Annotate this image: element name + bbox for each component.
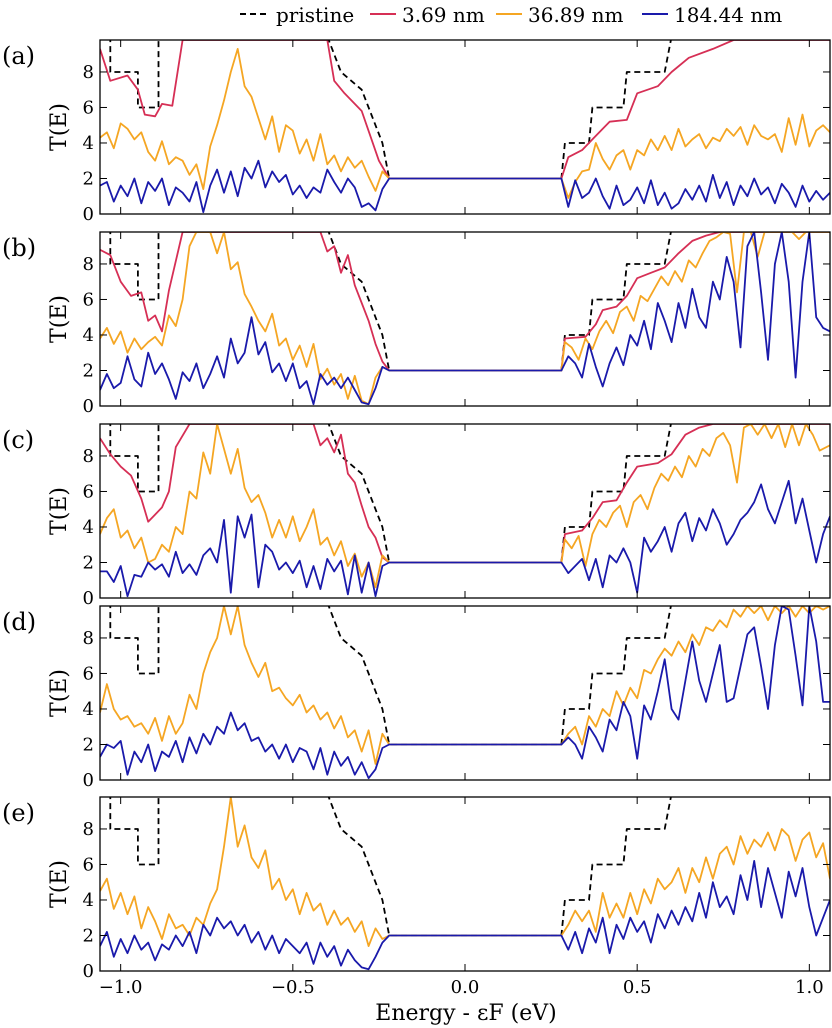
panel-label: (b) xyxy=(2,234,36,262)
x-tick-label: −1.0 xyxy=(99,977,143,998)
series-line-pristine xyxy=(109,606,672,746)
y-tick-label: 8 xyxy=(83,819,94,840)
x-tick-label: 0.0 xyxy=(451,977,480,998)
y-tick-label: 2 xyxy=(83,360,94,381)
y-tick-label: 2 xyxy=(83,925,94,946)
panel-4: 0 2 4 6 8 −1.0 −0.5 0.0 0.5 1.0 (e) T(E) xyxy=(2,796,831,998)
legend: pristine 3.69 nm 36.89 nm 184.44 nm xyxy=(240,3,782,27)
y-tick-label: 0 xyxy=(83,396,94,417)
y-tick-label: 0 xyxy=(83,770,94,791)
y-tick-label: 0 xyxy=(83,588,94,609)
series-line-184-44-nm xyxy=(100,159,830,214)
series-group xyxy=(100,232,830,406)
series-group xyxy=(100,606,830,780)
y-tick-label: 6 xyxy=(83,854,94,875)
panel-label: (c) xyxy=(2,426,34,454)
series-line-36-89-nm xyxy=(100,606,830,765)
series-line-3-69-nm xyxy=(100,424,830,564)
series-line-184-44-nm xyxy=(100,479,830,598)
series-group xyxy=(100,424,830,598)
panel-frame xyxy=(99,605,831,781)
y-tick-label: 2 xyxy=(83,168,94,189)
legend-label-36-89nm: 36.89 nm xyxy=(528,3,623,27)
series-line-36-89-nm xyxy=(100,232,830,406)
series-line-36-89-nm xyxy=(100,48,830,199)
y-tick-label: 0 xyxy=(83,204,94,225)
series-line-184-44-nm xyxy=(100,232,830,406)
series-line-36-89-nm xyxy=(100,797,830,947)
panel-frame xyxy=(99,231,831,407)
series-group xyxy=(100,797,830,971)
panel-label: (d) xyxy=(2,608,36,636)
y-tick-label: 4 xyxy=(83,133,94,154)
panel-3: 0 2 4 6 8 (d) T(E) xyxy=(2,605,831,791)
panel-2: 0 2 4 6 8 (c) T(E) xyxy=(2,423,831,609)
y-tick-label: 8 xyxy=(83,254,94,275)
series-line-3-69-nm xyxy=(100,40,830,180)
y-tick-label: 6 xyxy=(83,97,94,118)
x-tick-label: −0.5 xyxy=(271,977,315,998)
x-axis-label: Energy - εF (eV) xyxy=(375,1001,556,1026)
series-line-184-44-nm xyxy=(100,606,830,780)
y-tick-label: 4 xyxy=(83,325,94,346)
x-tick-label: 1.0 xyxy=(795,977,824,998)
y-tick-label: 4 xyxy=(83,890,94,911)
panel-frame xyxy=(99,796,831,972)
y-tick-label: 6 xyxy=(83,663,94,684)
series-line-pristine xyxy=(109,797,672,937)
y-tick-label: 6 xyxy=(83,289,94,310)
y-tick-label: 4 xyxy=(83,699,94,720)
series-line-pristine xyxy=(109,424,672,564)
y-tick-label: 2 xyxy=(83,734,94,755)
y-axis-label: T(E) xyxy=(47,103,72,151)
panels: 0 2 4 6 8 (a) T(E) 0 2 4 6 8 (b) T(E) 0 2 4 6 8 (c) T(E) 0 2 4 6… xyxy=(2,39,831,998)
y-axis-label: T(E) xyxy=(47,487,72,535)
panel-frame xyxy=(99,423,831,599)
y-tick-label: 8 xyxy=(83,628,94,649)
series-line-3-69-nm xyxy=(100,232,830,372)
panel-label: (e) xyxy=(2,799,35,827)
panel-1: 0 2 4 6 8 (b) T(E) xyxy=(2,231,831,417)
y-tick-label: 2 xyxy=(83,552,94,573)
series-line-36-89-nm xyxy=(100,424,830,589)
y-axis-label: T(E) xyxy=(47,860,72,908)
y-tick-label: 6 xyxy=(83,481,94,502)
series-line-pristine xyxy=(109,40,672,180)
y-axis-label: T(E) xyxy=(47,295,72,343)
panel-label: (a) xyxy=(2,42,35,70)
legend-label-3-69nm: 3.69 nm xyxy=(402,3,485,27)
series-line-184-44-nm xyxy=(100,860,830,971)
y-tick-label: 8 xyxy=(83,62,94,83)
legend-label-184-44nm: 184.44 nm xyxy=(674,3,782,27)
series-group xyxy=(100,40,830,214)
panel-0: 0 2 4 6 8 (a) T(E) xyxy=(2,39,831,225)
y-tick-label: 0 xyxy=(83,961,94,982)
y-tick-label: 8 xyxy=(83,446,94,467)
x-tick-label: 0.5 xyxy=(623,977,652,998)
legend-label-pristine: pristine xyxy=(276,3,354,27)
y-axis-label: T(E) xyxy=(47,669,72,717)
y-tick-label: 4 xyxy=(83,517,94,538)
series-line-pristine xyxy=(109,232,672,372)
